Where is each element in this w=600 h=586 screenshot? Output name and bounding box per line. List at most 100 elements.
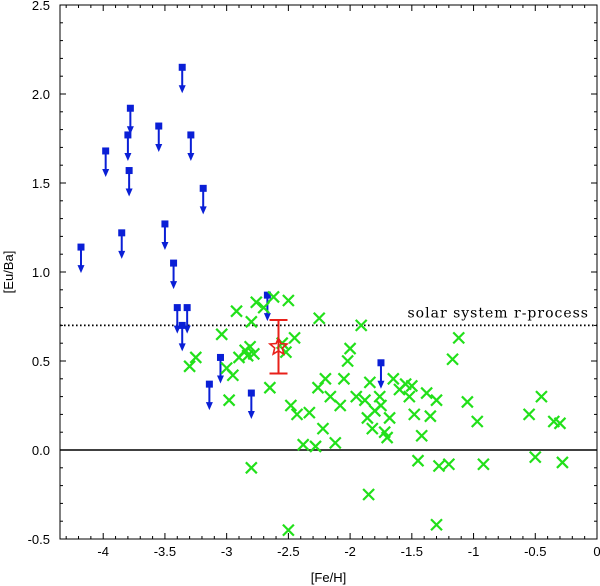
measurement-point <box>333 399 347 412</box>
upper-limit-arrow-head <box>155 144 163 153</box>
measurement-point <box>535 390 548 403</box>
upper-limit-square <box>118 229 126 237</box>
upper-limit-square <box>263 291 271 299</box>
measurement-point <box>257 301 270 314</box>
upper-limit-point <box>247 389 255 420</box>
upper-limit-point <box>118 229 126 259</box>
upper-limit-arrow-head <box>263 313 271 322</box>
y-tick-label: 2.5 <box>32 0 50 13</box>
upper-limit-square <box>161 220 169 228</box>
x-tick-label: -3.5 <box>154 544 176 559</box>
upper-limit-arrow-head <box>102 168 110 177</box>
upper-limit-square <box>205 380 213 388</box>
measurement-point <box>329 436 342 450</box>
measurement-point <box>282 294 295 307</box>
measurement-point <box>556 456 569 469</box>
measurement-point <box>303 406 316 419</box>
upper-limit-arrow-head <box>125 188 133 197</box>
upper-limit-arrow-head <box>187 152 195 161</box>
measurement-point <box>366 422 379 435</box>
measurement-point <box>522 408 536 421</box>
measurement-point <box>408 408 421 421</box>
upper-limit-arrow-head <box>124 152 132 161</box>
measurement-point <box>245 315 258 329</box>
upper-limit-arrow-head <box>216 375 224 384</box>
ticks: -4 -3.5 -3 -2.5 -2 -1.5 -1 -0.5 0 -0.5 0.0 0.5 1.0 1.… <box>28 0 600 559</box>
measurement-point <box>250 295 263 309</box>
upper-limit-square <box>155 122 163 130</box>
upper-limit-point <box>173 304 181 334</box>
upper-limit-square <box>125 167 133 175</box>
measurement-point <box>247 347 261 361</box>
measurement-point <box>226 368 240 382</box>
y-tick-label: 1.5 <box>32 176 50 191</box>
upper-limit-arrow-head <box>126 126 134 135</box>
x-tick-label: -1 <box>468 544 480 559</box>
plot-border <box>59 4 598 540</box>
upper-limit-point <box>178 321 186 352</box>
upper-limit-point <box>170 259 178 290</box>
upper-limit-square <box>199 184 207 192</box>
measurement-point <box>284 399 298 412</box>
measurement-point <box>341 354 354 368</box>
measurement-point <box>245 461 258 475</box>
measurement-point <box>337 372 351 386</box>
measurement-point <box>553 417 567 430</box>
y-tick-label: 1.0 <box>32 265 50 280</box>
upper-limit-point <box>125 167 133 197</box>
upper-limit-arrow-head <box>170 281 178 290</box>
y-tick-label: -0.5 <box>28 532 50 547</box>
x-tick-label: -2.5 <box>277 544 299 559</box>
measurement-point <box>230 304 243 318</box>
upper-limit-point <box>161 220 169 250</box>
measurement-point <box>374 399 388 412</box>
upper-limit-arrow-head <box>118 250 126 259</box>
measurement-point <box>405 379 419 393</box>
upper-limit-arrow-head <box>178 343 186 352</box>
measurement-point <box>319 372 332 386</box>
measurement-point <box>528 450 542 464</box>
measurement-point <box>415 429 428 443</box>
upper-limit-square <box>187 131 195 139</box>
measurement-point <box>290 408 304 421</box>
upper-limit-square <box>178 63 186 71</box>
x-tick-label: -3 <box>221 544 233 559</box>
upper-limit-arrow-head <box>161 241 169 250</box>
measurement-point <box>452 331 466 345</box>
measurement-point <box>383 411 396 425</box>
series-layer <box>77 63 569 537</box>
upper-limit-point <box>77 243 85 274</box>
upper-limit-square <box>102 147 110 155</box>
x-axis-title: [Fe/H] <box>311 570 346 585</box>
measurement-point <box>430 518 443 532</box>
measurement-point <box>349 390 363 403</box>
measurement-point <box>309 440 322 453</box>
measurement-point <box>446 352 459 366</box>
x-tick-label: 0 <box>593 544 600 559</box>
x-tick-label: -2 <box>344 544 356 559</box>
measurement-point <box>288 331 301 345</box>
measurement-point <box>267 290 280 304</box>
measurement-point <box>358 393 372 407</box>
measurement-point <box>387 372 400 386</box>
measurement-point <box>316 422 330 435</box>
measurement-point <box>312 312 326 325</box>
measurement-point <box>296 438 310 451</box>
upper-limit-point <box>178 63 186 94</box>
x-tick-label: -0.5 <box>524 544 546 559</box>
reference-lines <box>60 324 597 451</box>
series-highlighted-star <box>267 319 290 375</box>
upper-limit-point <box>155 122 163 153</box>
upper-limit-point <box>377 359 385 389</box>
upper-limit-point <box>124 131 132 161</box>
y-axis-title: [Eu/Ba] <box>1 251 16 294</box>
upper-limit-square <box>126 104 134 112</box>
upper-limit-square <box>124 131 132 139</box>
measurement-point <box>380 431 394 444</box>
upper-limit-point <box>126 104 134 135</box>
measurement-point <box>470 415 484 428</box>
measurement-point <box>189 351 203 364</box>
upper-limit-point <box>199 184 207 215</box>
series-measurements <box>183 290 569 537</box>
